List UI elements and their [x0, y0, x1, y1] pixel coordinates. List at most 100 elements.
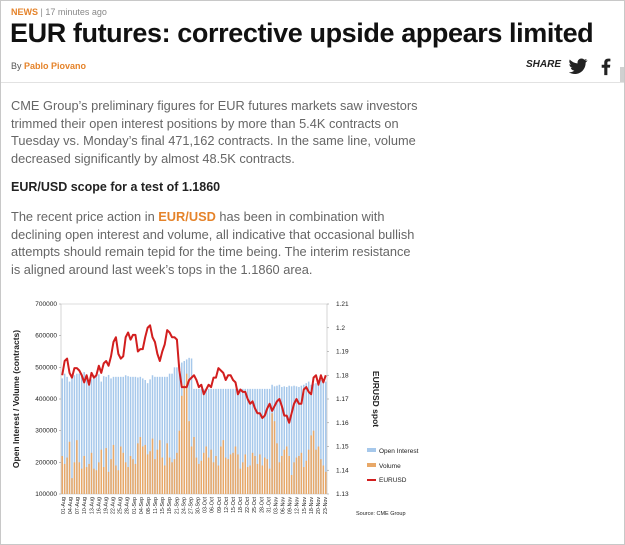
open-interest-bar [195, 388, 198, 494]
volume-bar [110, 459, 112, 494]
volume-bar [224, 457, 227, 494]
x-tick-label: 15-Oct [231, 496, 237, 512]
volume-bar [66, 457, 68, 494]
x-tick-label: 13-Aug [89, 497, 95, 514]
scrollbar-thumb[interactable] [620, 67, 624, 83]
open-interest-bar [90, 379, 93, 494]
open-interest-bar [242, 388, 244, 494]
open-interest-bar [115, 376, 117, 494]
twitter-icon[interactable] [567, 55, 589, 77]
open-interest-bar [122, 376, 124, 494]
category-label[interactable]: NEWS [11, 7, 38, 17]
y-axis-left-title: Open Interest / Volume (contracts) [11, 330, 21, 468]
x-axis-ticks: 01-Aug 04-Aug 07-Aug 10-Aug 13-Aug 16-Aug 19-A… [61, 496, 329, 514]
open-interest-bar [246, 388, 249, 494]
x-tick-label: 12-Oct [224, 496, 230, 512]
x-tick-label: 20-Nov [316, 497, 322, 514]
x-tick-label: 28-Aug [125, 497, 131, 514]
volume-bar [222, 440, 225, 494]
volume-bar [195, 457, 198, 494]
x-tick-label: 22-Aug [111, 497, 117, 514]
volume-bar [168, 457, 171, 494]
open-interest-bar [134, 376, 137, 494]
volume-bar [246, 467, 249, 494]
y2-tick-label: 1.17 [336, 396, 349, 403]
volume-bar [76, 440, 78, 494]
x-tick-label: 21-Sep [174, 497, 180, 514]
open-interest-bar [93, 376, 95, 494]
volume-bar [315, 449, 317, 494]
volume-bar [305, 460, 308, 494]
volume-bar [283, 449, 286, 494]
eur-futures-chart: 100000 200000 300000 400000 500000 600000 7000… [11, 301, 419, 517]
y-axis-left-ticks: 100000 200000 300000 400000 500000 600000 7000… [35, 301, 61, 498]
volume-bars [61, 373, 327, 494]
open-interest-bar [278, 384, 281, 494]
open-interest-bar [303, 384, 305, 494]
paragraph-price-action: The recent price action in EUR/USD has b… [11, 208, 423, 278]
open-interest-bar [256, 388, 259, 494]
open-interest-bar [112, 376, 115, 494]
chart-source: Source: CME Group [356, 511, 406, 517]
volume-bar [264, 457, 266, 494]
open-interest-bar [139, 376, 142, 494]
x-tick-label: 08-Sep [146, 497, 152, 514]
open-interest-bar [80, 373, 83, 494]
facebook-icon[interactable] [595, 55, 617, 77]
open-interest-bar [85, 375, 88, 494]
y2-tick-label: 1.21 [336, 301, 349, 308]
open-interest-bar [229, 388, 232, 494]
x-tick-label: 11-Sep [153, 497, 159, 514]
volume-bar [122, 452, 124, 494]
x-tick-label: 25-Oct [252, 496, 258, 512]
volume-bar [112, 444, 115, 494]
y-tick-label: 100000 [35, 491, 57, 498]
open-interest-bar [198, 388, 200, 494]
eurusd-link[interactable]: EUR/USD [158, 209, 216, 224]
volume-bar [215, 456, 217, 494]
volume-bar [88, 463, 90, 494]
open-interest-bar [227, 388, 229, 494]
open-interest-bar [120, 376, 122, 494]
open-interest-bar [76, 373, 78, 494]
chart-legend: Open Interest Volume EURUSD [367, 448, 419, 484]
open-interest-bar [220, 388, 222, 494]
paragraph-text-before-link: The recent price action in [11, 209, 159, 224]
volume-bar [295, 457, 298, 494]
x-tick-label: 31-Oct [266, 496, 272, 512]
author-link[interactable]: Pablo Piovano [24, 61, 87, 71]
x-tick-label: 10-Aug [82, 497, 88, 514]
volume-bar [144, 444, 146, 494]
x-tick-label: 25-Aug [118, 497, 124, 514]
x-tick-label: 22-Oct [245, 496, 251, 512]
eurusd-line [61, 324, 327, 424]
volume-bar [95, 470, 98, 494]
x-tick-label: 30-Sep [196, 497, 202, 514]
volume-bar [93, 468, 95, 494]
open-interest-bar [317, 382, 320, 494]
volume-bar [281, 456, 283, 494]
open-interest-bar [95, 373, 98, 494]
timestamp: 17 minutes ago [45, 7, 107, 17]
volume-bar [129, 456, 132, 494]
open-interest-bar [161, 376, 164, 494]
open-interest-bar [244, 388, 246, 494]
open-interest-bar [117, 376, 120, 494]
open-interest-bar [261, 388, 264, 494]
byline: By Pablo Piovano [11, 61, 86, 71]
open-interest-bar [176, 367, 178, 494]
open-interest-bar [73, 375, 76, 494]
x-tick-label: 18-Sep [167, 497, 173, 514]
volume-bar [193, 437, 195, 494]
open-interest-bar [173, 367, 176, 494]
open-interest-bar [88, 380, 90, 494]
open-interest-bar [305, 383, 308, 494]
volume-bar [142, 446, 144, 494]
open-interest-bar [127, 376, 129, 494]
volume-bar [293, 462, 295, 494]
x-tick-label: 28-Oct [259, 496, 265, 512]
volume-bar [63, 463, 66, 494]
open-interest-bar [281, 386, 283, 494]
volume-bar [83, 456, 85, 494]
volume-bar [166, 443, 168, 494]
